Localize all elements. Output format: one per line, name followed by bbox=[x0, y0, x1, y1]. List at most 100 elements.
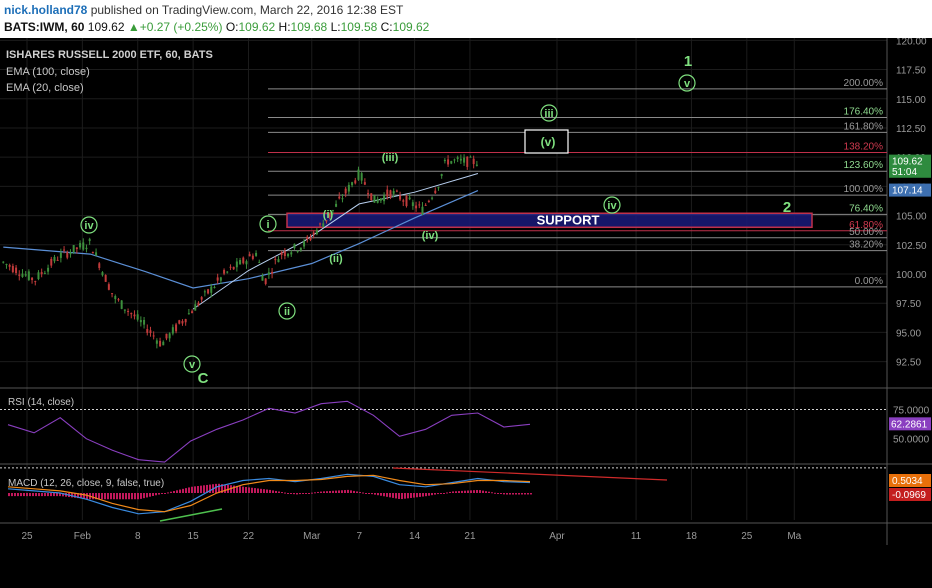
close-value: 109.62 bbox=[392, 20, 430, 34]
macd-histogram-bar bbox=[302, 493, 304, 494]
fib-level-label: 100.00% bbox=[844, 184, 884, 195]
wave-label: iii bbox=[544, 108, 553, 120]
macd-histogram-bar bbox=[320, 491, 322, 493]
chart-canvas[interactable]: 200.00%176.40%161.80%138.20%123.60%100.0… bbox=[0, 38, 932, 588]
macd-histogram-bar bbox=[488, 491, 490, 493]
macd-histogram-bar bbox=[53, 493, 55, 497]
macd-histogram-bar bbox=[134, 493, 136, 500]
macd-histogram-bar bbox=[35, 493, 37, 497]
candle bbox=[424, 204, 427, 206]
price-tick-label: 97.50 bbox=[896, 299, 921, 310]
fib-level-label: 76.40% bbox=[849, 203, 883, 214]
candle bbox=[267, 272, 270, 275]
candle bbox=[347, 184, 350, 192]
macd-histogram-bar bbox=[266, 489, 268, 493]
candle bbox=[114, 296, 117, 300]
macd-histogram-bar bbox=[278, 491, 280, 493]
candle bbox=[280, 252, 283, 255]
candle bbox=[21, 273, 24, 277]
candle bbox=[133, 314, 136, 317]
macd-pane[interactable]: MACD (12, 26, close, 9, false, true) 0.50… bbox=[7, 467, 931, 522]
macd-histogram-bar bbox=[377, 493, 379, 496]
target-box[interactable] bbox=[524, 129, 569, 154]
macd-histogram-bar bbox=[341, 490, 343, 493]
macd-histogram-bar bbox=[188, 487, 190, 493]
candle bbox=[450, 161, 453, 164]
author-link[interactable]: nick.holland78 bbox=[4, 3, 88, 17]
candle bbox=[146, 329, 149, 333]
candle bbox=[24, 274, 27, 276]
candle bbox=[120, 300, 123, 309]
macd-histogram-bar bbox=[503, 493, 505, 495]
macd-histogram-bar bbox=[203, 485, 205, 493]
macd-histogram-bar bbox=[275, 490, 277, 493]
macd-histogram-bar bbox=[332, 490, 334, 493]
legend: ISHARES RUSSELL 2000 ETF, 60, BATS EMA (1… bbox=[6, 49, 213, 94]
candle bbox=[175, 324, 178, 332]
ticker-label[interactable]: BATS:IWM, 60 bbox=[4, 20, 85, 34]
price-tag-label: 51:04 bbox=[892, 167, 917, 178]
macd-histogram-bar bbox=[74, 493, 76, 498]
candle bbox=[184, 319, 187, 323]
macd-histogram-bar bbox=[518, 493, 520, 495]
macd-histogram-bar bbox=[386, 493, 388, 497]
wave-label: (i) bbox=[323, 209, 334, 221]
macd-histogram-bar bbox=[461, 490, 463, 493]
macd-title: MACD (12, 26, close, 9, false, true) bbox=[8, 478, 164, 489]
candle bbox=[136, 314, 139, 320]
rsi-pane[interactable]: RSI (14, close) 75.0000 50.0000 62.2861 bbox=[0, 397, 931, 469]
macd-histogram-bar bbox=[272, 490, 274, 493]
macd-histogram-bar bbox=[86, 493, 88, 500]
chart-header: nick.holland78 published on TradingView.… bbox=[0, 0, 932, 38]
candle bbox=[155, 340, 158, 344]
price-tick-label: 112.50 bbox=[896, 124, 926, 135]
macd-histogram-bar bbox=[155, 493, 157, 496]
macd-histogram-bar bbox=[458, 491, 460, 493]
macd-histogram-bar bbox=[41, 493, 43, 497]
macd-histogram-bar bbox=[176, 490, 178, 493]
candle bbox=[98, 263, 101, 268]
macd-histogram-bar bbox=[164, 493, 166, 494]
macd-histogram-bar bbox=[326, 491, 328, 493]
wave-circle bbox=[540, 104, 558, 122]
macd-histogram-bar bbox=[32, 493, 34, 497]
candle bbox=[287, 253, 290, 257]
macd-histogram-bar bbox=[524, 493, 526, 495]
candle bbox=[197, 302, 200, 306]
macd-histogram-bar bbox=[467, 490, 469, 493]
wave-circle bbox=[183, 355, 201, 373]
macd-histogram-bar bbox=[263, 489, 265, 493]
candle bbox=[162, 341, 165, 346]
macd-histogram-bar bbox=[95, 493, 97, 500]
candle bbox=[242, 257, 245, 264]
fib-level-label: 50.00% bbox=[849, 227, 883, 238]
macd-histogram-bar bbox=[80, 493, 82, 499]
published-text: published on TradingView.com, March 22, … bbox=[90, 3, 404, 17]
candle bbox=[459, 158, 462, 161]
wave-label: v bbox=[684, 78, 691, 90]
time-tick-label: 22 bbox=[243, 531, 255, 542]
candle bbox=[203, 291, 206, 293]
candle bbox=[117, 299, 120, 301]
candle bbox=[415, 205, 418, 209]
time-tick-label: 18 bbox=[686, 531, 698, 542]
ema100-line bbox=[3, 190, 479, 289]
candle bbox=[338, 196, 341, 199]
fib-level-label: 161.80% bbox=[844, 121, 884, 132]
macd-histogram-bar bbox=[236, 485, 238, 493]
candle bbox=[255, 252, 258, 256]
macd-histogram-bar bbox=[470, 490, 472, 493]
price-pane[interactable]: 200.00%176.40%161.80%138.20%123.60%100.0… bbox=[2, 53, 887, 387]
macd-histogram-bar bbox=[119, 493, 121, 500]
candle bbox=[72, 245, 75, 253]
macd-histogram-bar bbox=[365, 493, 367, 494]
candle bbox=[453, 159, 456, 161]
candle bbox=[104, 275, 107, 282]
macd-histogram-bar bbox=[308, 493, 310, 494]
macd-histogram-bar bbox=[398, 493, 400, 499]
macd-histogram-bar bbox=[500, 493, 502, 494]
macd-trendline-red bbox=[392, 467, 668, 481]
candle bbox=[456, 157, 459, 159]
macd-histogram-bar bbox=[101, 493, 103, 500]
macd-histogram-bar bbox=[185, 488, 187, 493]
